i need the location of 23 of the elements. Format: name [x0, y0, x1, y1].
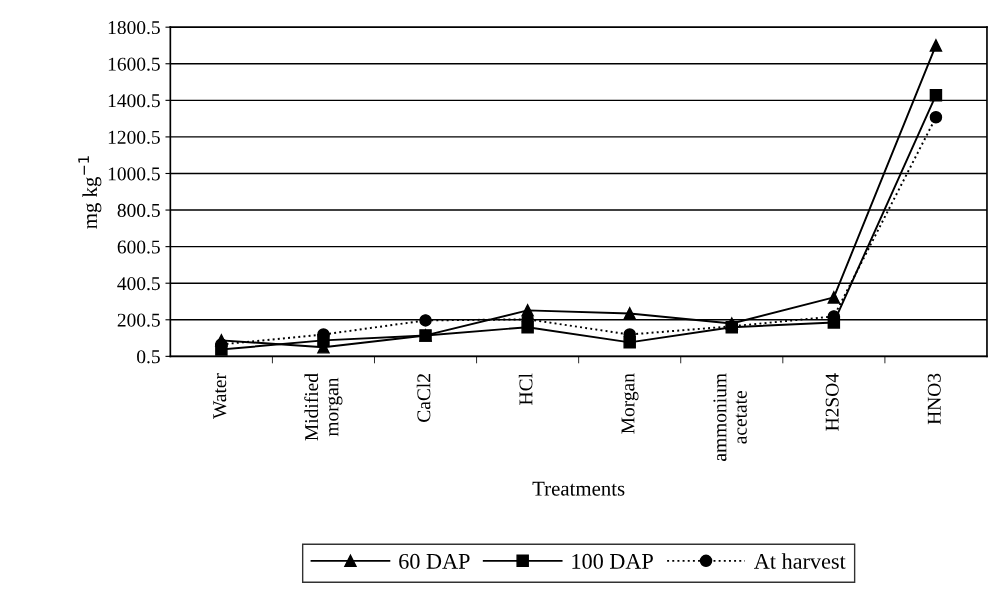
- y-tick-label: 1800.5: [108, 21, 160, 35]
- x-tick-label: Morgan: [621, 373, 639, 434]
- y-tick-label: 0.5: [137, 350, 160, 364]
- x-tick-label: ammonium acetate: [713, 373, 747, 461]
- y-tick-label: 1000.5: [108, 167, 160, 181]
- legend-label: At harvest: [754, 553, 846, 569]
- y-tick-label: 1400.5: [108, 94, 160, 108]
- x-tick-label: CaCl2: [416, 374, 431, 422]
- y-tick-label: 1200.5: [108, 130, 160, 144]
- y-tick-label: 600.5: [117, 240, 160, 254]
- y-axis-title: mg kg$^{−1}$: [78, 156, 102, 229]
- legend-label: 100 DAP: [572, 553, 653, 569]
- legend-label: 60 DAP: [399, 553, 470, 569]
- y-tick-label: 1600.5: [108, 57, 160, 71]
- x-tick-label: Midified morgan: [304, 373, 343, 441]
- x-tick-label: H2SO4: [825, 373, 839, 431]
- y-tick-label: 200.5: [117, 313, 160, 327]
- x-tick-label: HCl: [518, 373, 533, 405]
- x-axis-title: Treatments: [532, 481, 625, 496]
- x-tick-label: Water: [213, 373, 227, 419]
- y-tick-label: 400.5: [117, 277, 160, 291]
- y-tick-label: 800.5: [117, 203, 160, 218]
- x-tick-label: HNO3: [927, 373, 941, 425]
